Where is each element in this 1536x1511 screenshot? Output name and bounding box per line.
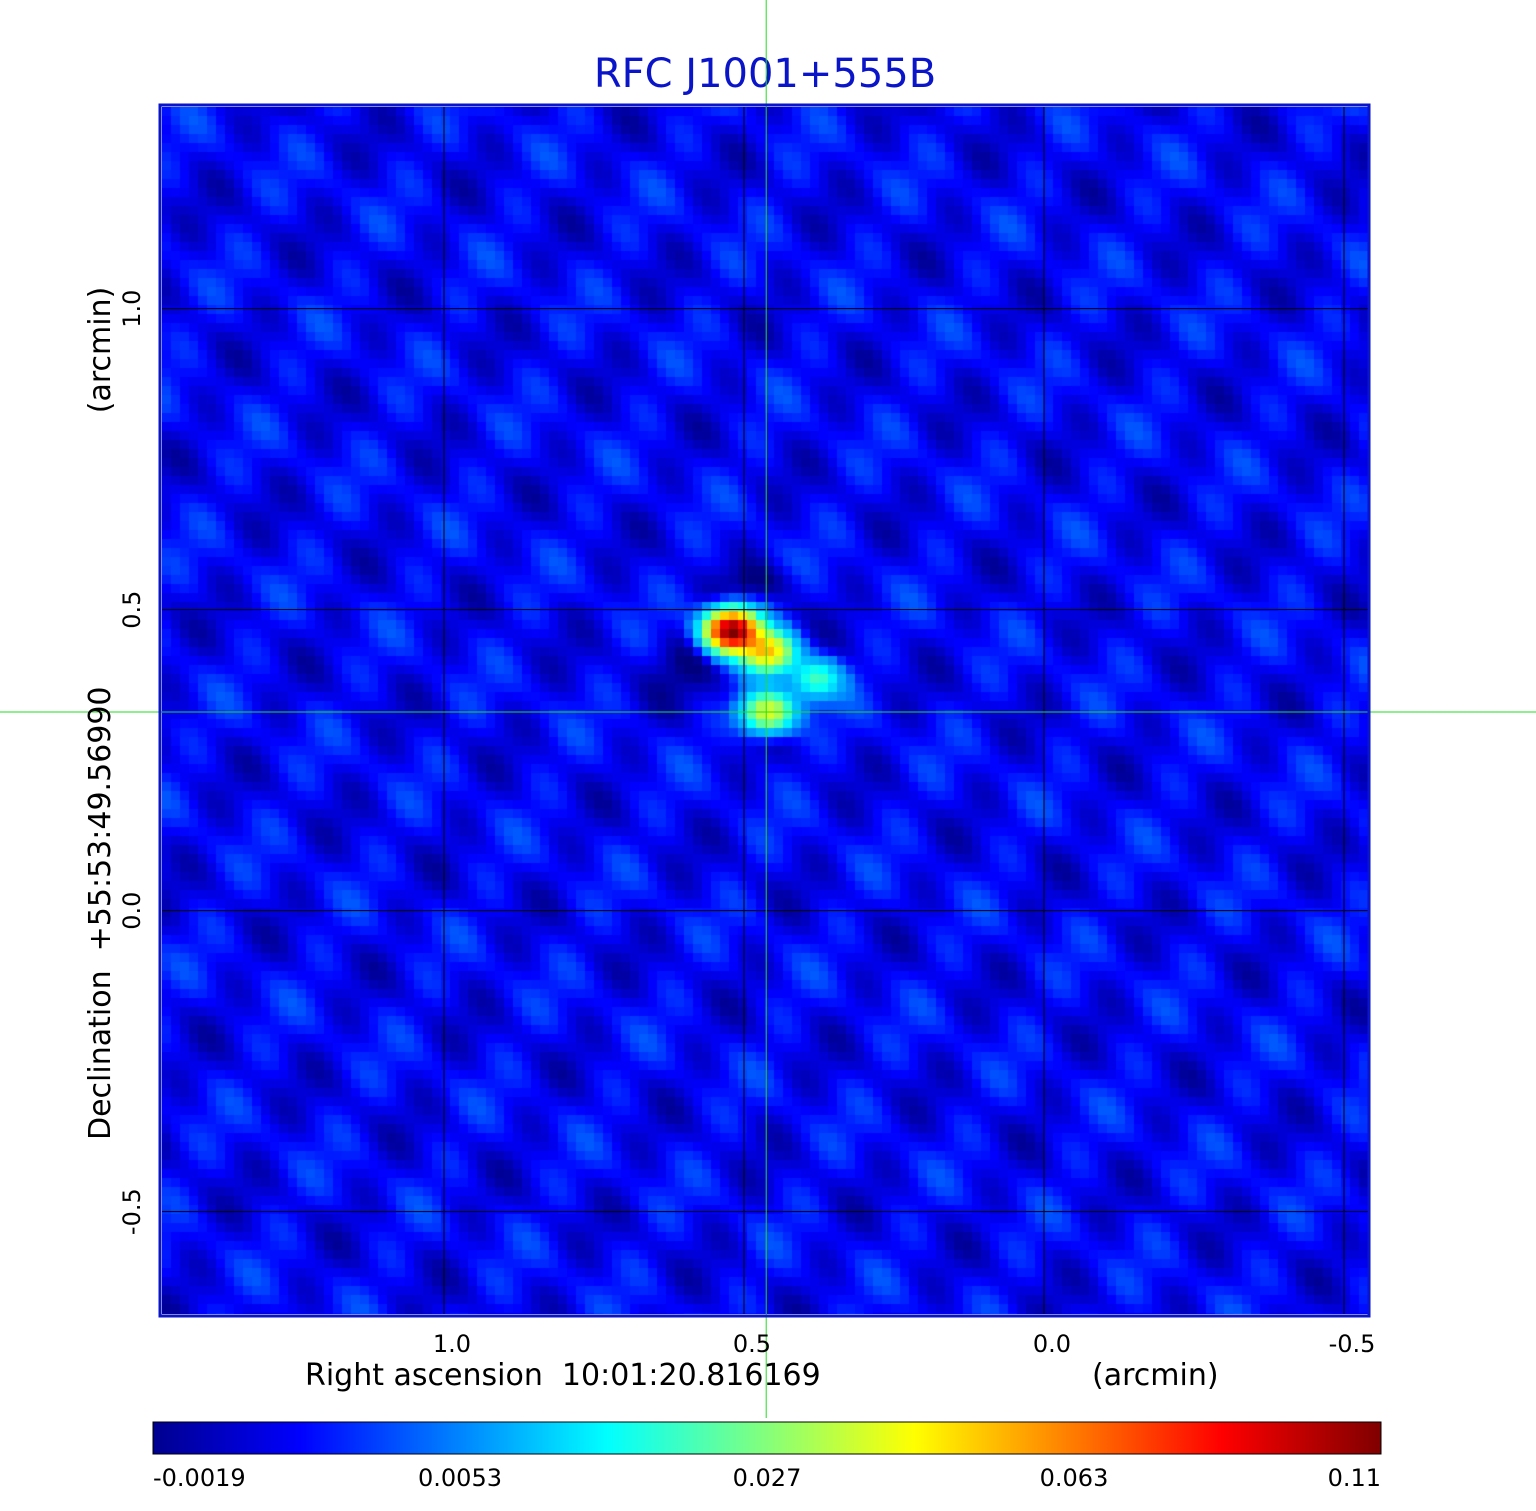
x-tick-label: -0.5 <box>1329 1330 1376 1358</box>
colorbar-tick-label: 0.063 <box>1040 1464 1109 1492</box>
colorbar-tick-label: 0.027 <box>733 1464 802 1492</box>
x-tick-label: 0.5 <box>733 1330 771 1358</box>
y-tick-label: -0.5 <box>118 1188 146 1235</box>
crosshair <box>0 0 1536 1418</box>
x-axis-unit: (arcmin) <box>1092 1358 1219 1393</box>
colorbar <box>152 1421 1382 1455</box>
y-tick-labels: 1.0 0.5 0.0 -0.5 <box>118 290 146 1235</box>
y-tick-label: 0.5 <box>118 591 146 629</box>
heatmap-raster <box>162 107 1368 1314</box>
colorbar-tick-label: 0.11 <box>1328 1464 1381 1492</box>
colorbar-tick-label: -0.0019 <box>153 1464 246 1492</box>
y-axis-unit: (arcmin) <box>83 287 118 414</box>
x-tick-label: 0.0 <box>1033 1330 1071 1358</box>
colorbar-tick-label: 0.0053 <box>418 1464 502 1492</box>
grid-lines <box>162 107 1368 1314</box>
y-tick-label: 0.0 <box>118 892 146 930</box>
y-tick-label: 1.0 <box>118 290 146 328</box>
plot-frame <box>158 103 1371 1318</box>
y-axis-label: Declination +55:53:49.56990 <box>83 686 118 1140</box>
chart-title: RFC J1001+555B <box>594 51 936 97</box>
x-tick-label: 1.0 <box>433 1330 471 1358</box>
x-tick-labels: 1.0 0.5 0.0 -0.5 <box>433 1330 1376 1358</box>
colorbar-tick-labels: -0.0019 0.0053 0.027 0.063 0.11 <box>153 1464 1381 1492</box>
x-axis-label: Right ascension 10:01:20.816169 <box>305 1358 821 1393</box>
